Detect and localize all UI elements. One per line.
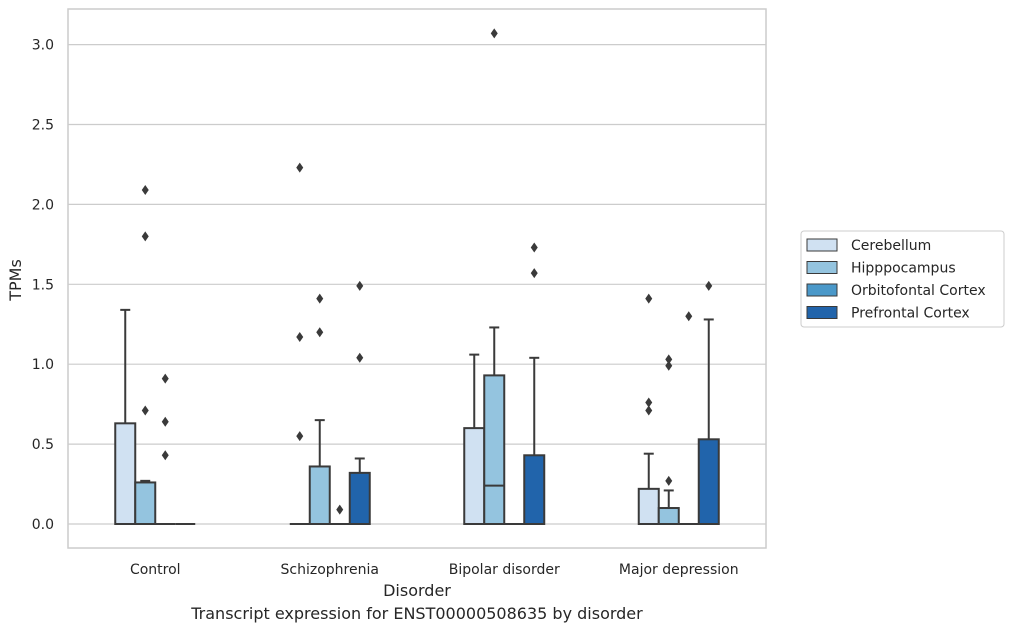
y-axis-label: TPMs (6, 259, 25, 302)
x-tick-label: Bipolar disorder (449, 562, 560, 578)
outlier-marker (161, 416, 169, 427)
outlier-marker (685, 311, 693, 322)
box-group (134, 185, 157, 525)
box-group (483, 28, 506, 525)
x-tick-label: Major depression (619, 562, 739, 578)
box-group (678, 311, 699, 525)
legend-label: Hipppocampus (851, 261, 956, 277)
legend-label: Orbitofontal Cortex (851, 283, 986, 299)
outlier-marker (665, 354, 673, 365)
legend-label: Cerebellum (851, 238, 931, 254)
box-group (348, 280, 371, 526)
outlier-marker (336, 504, 344, 515)
y-tick-label: 1.5 (32, 277, 54, 293)
outlier-marker (665, 360, 673, 371)
outlier-marker (141, 185, 149, 196)
outlier-marker (356, 352, 364, 363)
box-group (289, 162, 310, 525)
legend: Cerebellum Hipppocampus Orbitofontal Corte… (800, 230, 1005, 328)
outlier-marker (665, 475, 673, 486)
outlier-marker (161, 373, 169, 384)
legend-label: Prefrontal Cortex (851, 306, 970, 322)
box-group (657, 354, 680, 525)
outlier-marker (141, 405, 149, 416)
y-gridlines (68, 43, 766, 525)
box (637, 487, 660, 525)
box (523, 454, 546, 526)
x-tick-labels: Control Schizophrenia Bipolar disorder Majo… (130, 562, 739, 578)
legend-swatch (806, 283, 838, 297)
outlier-marker (316, 327, 324, 338)
box (114, 422, 137, 525)
y-tick-label: 2.5 (32, 118, 54, 134)
box (463, 427, 486, 525)
y-tick-label: 2.0 (32, 197, 54, 213)
box-plot-area (114, 28, 720, 526)
box-group (155, 373, 176, 525)
legend-swatch (806, 238, 838, 252)
plot-frame (67, 8, 767, 549)
outlier-marker (645, 405, 653, 416)
box (134, 481, 157, 525)
y-tick-label: 0.5 (32, 437, 54, 453)
outlier-marker (705, 280, 713, 291)
box (657, 507, 680, 525)
box-group (697, 280, 720, 525)
legend-swatch (806, 306, 838, 319)
y-tick-label: 1.0 (32, 357, 54, 373)
outlier-marker (316, 293, 324, 304)
x-axis-label: Disorder (383, 581, 451, 600)
y-tick-label: 3.0 (32, 38, 54, 54)
outlier-marker (645, 293, 653, 304)
outlier-marker (161, 450, 169, 461)
y-tick-label: 0.0 (32, 517, 54, 533)
box-group (523, 242, 546, 526)
outlier-marker (356, 280, 364, 291)
box-group (329, 504, 350, 525)
outlier-marker (296, 431, 304, 442)
x-tick-label: Control (130, 562, 181, 578)
box-group (308, 293, 331, 525)
box (483, 374, 506, 525)
box-group (637, 293, 660, 525)
outlier-marker (296, 162, 304, 173)
legend-swatch (806, 261, 838, 274)
legend-frame (800, 230, 1005, 328)
x-tick-label: Schizophrenia (281, 562, 379, 578)
outlier-marker (141, 231, 149, 242)
figure-caption: Transcript expression for ENST0000050863… (191, 604, 643, 623)
box (697, 438, 720, 525)
y-tick-labels: 0.0 0.5 1.0 1.5 2.0 2.5 3.0 (32, 38, 54, 533)
outlier-marker (296, 332, 304, 343)
outlier-marker (645, 397, 653, 408)
outlier-marker (530, 242, 538, 253)
box (308, 465, 331, 525)
box (348, 471, 371, 526)
outlier-marker (490, 28, 498, 39)
box-group (114, 308, 137, 525)
outlier-marker (530, 268, 538, 279)
box-group (463, 353, 486, 525)
